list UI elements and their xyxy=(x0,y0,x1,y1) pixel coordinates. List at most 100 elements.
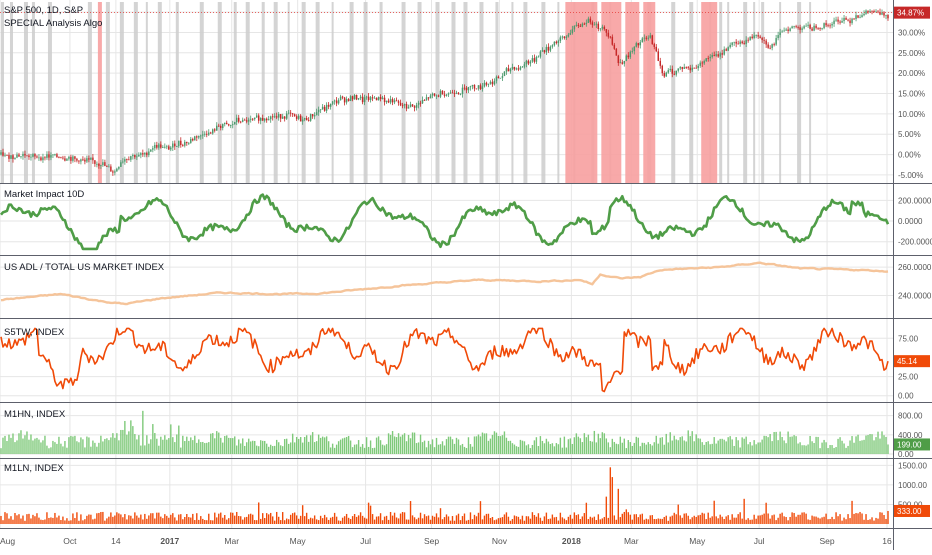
m1hn-bar xyxy=(50,447,52,454)
m1ln-bar xyxy=(749,519,751,524)
candle-body xyxy=(633,46,636,52)
candle-body xyxy=(78,160,80,162)
m1hn-bar xyxy=(407,434,410,454)
m1ln-bar xyxy=(477,512,480,524)
candle-body xyxy=(18,154,20,157)
m1hn-bar xyxy=(731,439,733,454)
candle-body xyxy=(619,62,622,64)
m1hn-bar xyxy=(453,443,456,454)
m1hn-bar xyxy=(184,441,186,454)
m1hn-bar xyxy=(595,442,598,454)
m1hn-bar xyxy=(20,430,22,454)
m1ln-bar xyxy=(767,513,769,524)
candle-body xyxy=(196,136,198,138)
m1hn-bar xyxy=(855,436,857,454)
m1ln-bar xyxy=(273,520,276,524)
candle-body xyxy=(705,58,707,62)
gray-signal-band xyxy=(727,2,730,183)
candle-body xyxy=(869,10,871,13)
price-axes[interactable]: 35.00%30.00%25.00%20.00%15.00%10.00%5.00… xyxy=(894,6,932,517)
candle-body xyxy=(863,13,865,16)
m1hn-bar xyxy=(785,443,787,454)
m1ln-bar xyxy=(545,512,548,524)
candle-body xyxy=(20,156,22,158)
m1hn-bar xyxy=(487,440,490,454)
m1hn-bar xyxy=(10,437,12,454)
m1hn-bar xyxy=(845,447,847,454)
m1hn-bar xyxy=(76,441,78,454)
candle-body xyxy=(853,18,855,20)
m1hn-bar xyxy=(16,440,18,454)
m1hn-bar xyxy=(415,443,418,454)
m1ln-bar xyxy=(659,518,661,524)
m1ln-bar xyxy=(291,513,294,524)
candle-body xyxy=(427,97,430,99)
m1hn-bar xyxy=(829,445,831,454)
x-tick-label: 2017 xyxy=(160,536,179,546)
m1ln-bar xyxy=(307,519,310,524)
m1ln-bar xyxy=(82,520,84,524)
m1ln-bar xyxy=(192,513,194,524)
m1ln-bar xyxy=(357,515,360,524)
m1ln-bar xyxy=(509,520,512,524)
candle-body xyxy=(8,155,10,159)
m1ln-bar xyxy=(497,518,500,524)
m1ln-bar xyxy=(797,514,799,524)
candle-body xyxy=(567,34,570,37)
m1hn-bar xyxy=(323,437,326,454)
m1ln-bar xyxy=(539,517,542,524)
m1ln-bars xyxy=(0,467,889,524)
m1hn-bar xyxy=(198,439,200,454)
candle-body xyxy=(120,162,122,167)
m1ln-bar xyxy=(427,515,430,524)
candle-body xyxy=(701,62,703,64)
m1ln-bar xyxy=(311,518,314,524)
candle-body xyxy=(501,76,504,78)
candle-body xyxy=(403,103,406,106)
x-tick-label: May xyxy=(290,536,307,546)
m1ln-bar xyxy=(621,513,624,524)
m1ln-bar xyxy=(0,515,2,524)
m1ln-bar xyxy=(222,517,224,524)
gray-signal-band xyxy=(145,2,148,183)
m1ln-bar xyxy=(645,518,647,524)
candle-body xyxy=(28,155,30,158)
m1ln-bar xyxy=(78,520,80,524)
m1hn-bar xyxy=(277,442,280,454)
m1hn-bar xyxy=(671,440,673,454)
m1ln-bar xyxy=(104,520,106,524)
candle-body xyxy=(343,97,346,103)
candle-body xyxy=(305,117,308,121)
candle-body xyxy=(144,152,146,155)
x-tick-label: Mar xyxy=(624,536,639,546)
gray-signal-band xyxy=(417,2,422,183)
m1hn-bar xyxy=(301,442,304,454)
m1ln-bar xyxy=(857,513,859,524)
m1hn-bar xyxy=(859,440,861,454)
m1ln-bar xyxy=(216,517,218,524)
m1ln-bar xyxy=(859,511,861,524)
candle-body xyxy=(865,10,867,14)
m1hn-bar xyxy=(397,433,400,454)
gray-signal-band xyxy=(479,2,484,183)
m1ln-bar xyxy=(751,519,753,524)
m1hn-bar xyxy=(739,447,741,454)
candle-body xyxy=(225,122,228,125)
m1ln-bar xyxy=(305,512,308,524)
m1hn-bar xyxy=(166,439,168,454)
candle-body xyxy=(803,26,805,29)
candle-body xyxy=(539,51,542,57)
candle-body xyxy=(481,86,484,90)
candle-body xyxy=(587,18,590,23)
pane5-title: M1HN, INDEX xyxy=(4,409,66,420)
time-axis[interactable]: Aug Oct 14 2017 Mar May Jul Sep Nov 2018 Mar May Jul… xyxy=(0,536,892,546)
m1hn-bar xyxy=(18,433,20,454)
m1hn-bar xyxy=(431,439,434,454)
m1ln-bar xyxy=(226,519,228,524)
gray-signal-band xyxy=(133,2,138,183)
m1ln-bar xyxy=(523,520,526,524)
m1ln-bar xyxy=(835,512,837,524)
m1hn-bar xyxy=(146,435,148,454)
